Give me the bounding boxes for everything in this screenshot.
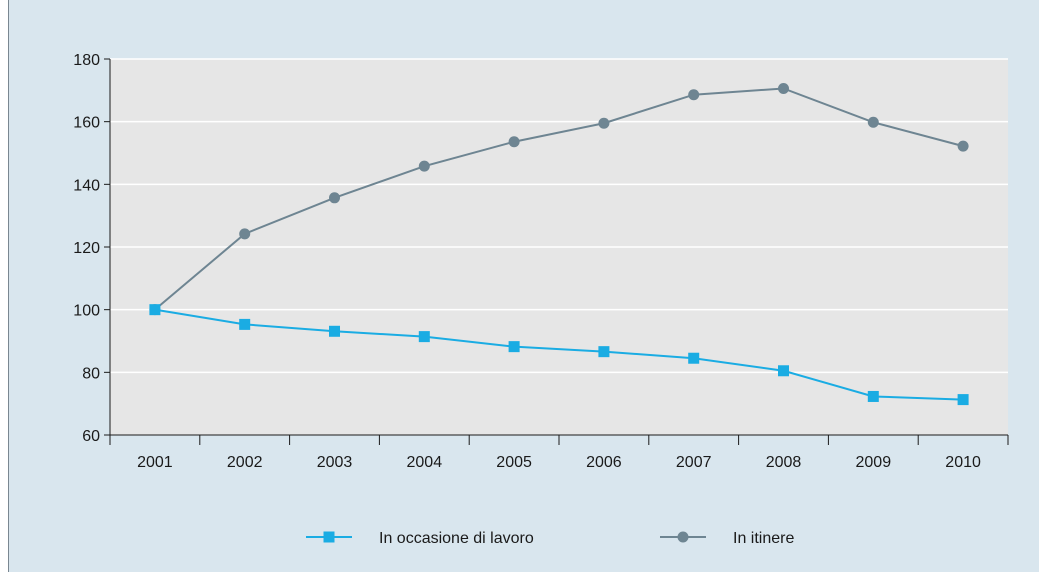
y-tick-label: 60 — [82, 428, 100, 445]
y-tick-label: 160 — [73, 115, 100, 132]
legend-swatch-marker — [677, 531, 689, 543]
series-group — [149, 82, 969, 406]
data-point — [598, 346, 610, 358]
x-tick-label: 2004 — [407, 454, 443, 471]
data-point — [957, 140, 969, 152]
data-point — [239, 318, 251, 330]
x-tick-label: 2010 — [945, 454, 981, 471]
x-tick-label: 2007 — [676, 454, 712, 471]
legend-label: In itinere — [733, 530, 794, 547]
y-tick-label: 180 — [73, 52, 100, 69]
x-axis-ticks: 2001 2002 2003 2004 2005 2006 2007 2008 2009 2010 — [109, 435, 1009, 471]
data-point — [418, 160, 430, 172]
data-point — [688, 89, 700, 101]
legend-label: In occasione di lavoro — [379, 530, 534, 547]
series-line — [154, 87, 964, 311]
data-point — [329, 325, 340, 337]
frame-left-rule — [8, 0, 9, 572]
x-tick-label: 2008 — [766, 454, 802, 471]
data-point — [688, 352, 700, 364]
x-tick-label: 2003 — [317, 454, 353, 471]
data-point — [418, 331, 430, 343]
y-axis-ticks: 60 80 100 120 140 160 180 — [73, 52, 110, 445]
y-tick-label: 120 — [73, 240, 100, 257]
data-point — [508, 136, 520, 148]
data-point — [239, 228, 251, 240]
data-point — [778, 365, 789, 377]
gridlines — [110, 58, 1008, 374]
legend-item-0: In occasione di lavoro — [306, 530, 534, 547]
data-point — [329, 192, 340, 204]
data-point — [149, 304, 161, 316]
y-tick-label: 100 — [73, 303, 100, 320]
data-point — [778, 82, 789, 94]
series-0 — [149, 304, 969, 406]
legend-item-1: In itinere — [660, 530, 794, 547]
x-tick-label: 2001 — [137, 454, 173, 471]
data-point — [867, 390, 879, 402]
y-tick-label: 80 — [82, 365, 100, 382]
y-tick-label: 140 — [73, 177, 100, 194]
legend-swatch-marker — [323, 531, 335, 543]
x-tick-label: 2005 — [496, 454, 532, 471]
legend: In occasione di lavoro In itinere — [306, 530, 794, 547]
series-line — [154, 308, 964, 401]
data-point — [598, 117, 610, 129]
data-point — [957, 394, 969, 406]
x-tick-label: 2002 — [227, 454, 263, 471]
x-tick-label: 2009 — [856, 454, 892, 471]
data-point — [508, 341, 520, 353]
x-tick-label: 2006 — [586, 454, 622, 471]
data-point — [867, 116, 879, 128]
